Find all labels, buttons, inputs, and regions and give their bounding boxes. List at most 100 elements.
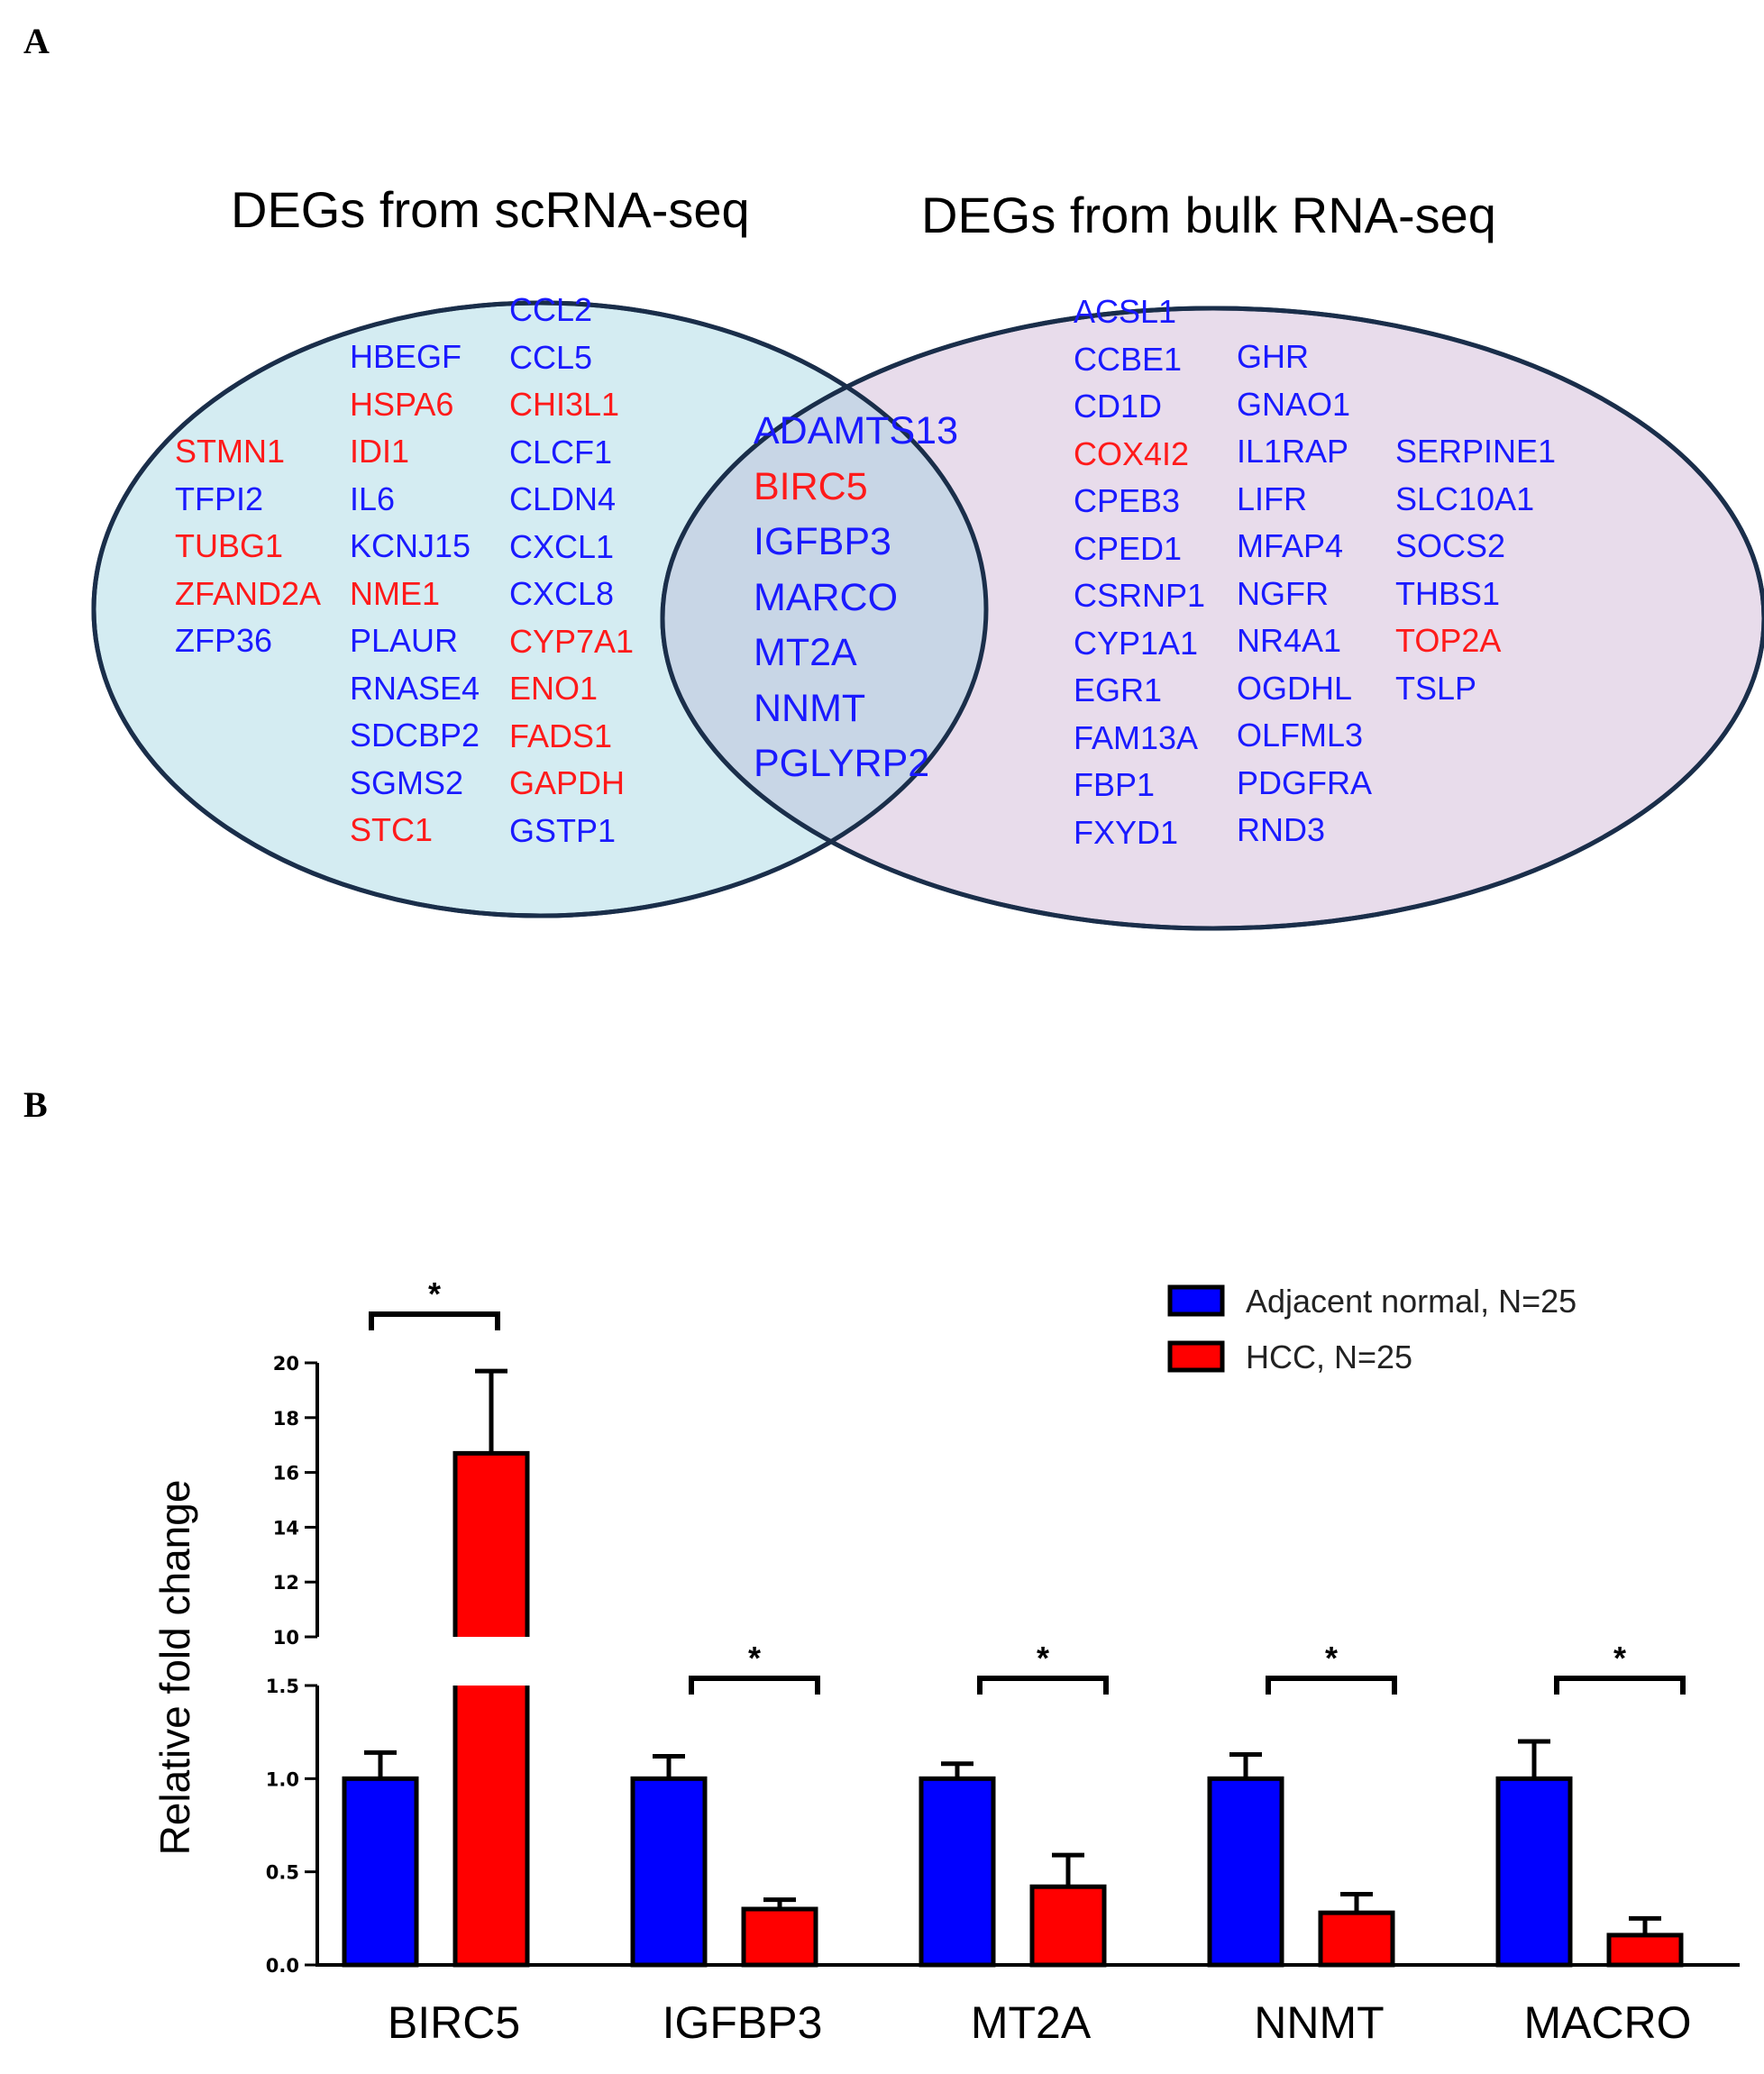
gene-ccl5: CCL5 — [509, 338, 593, 376]
gene-hspa6: HSPA6 — [350, 385, 454, 423]
right-set-title: DEGs from bulk RNA-seq — [921, 187, 1496, 243]
gene-gstp1: GSTP1 — [509, 811, 617, 849]
gene-gapdh: GAPDH — [509, 764, 626, 801]
overlap-gene-column: ADAMTS13 BIRC5 IGFBP3 MARCO MT2A NNMT PGLYRP2 — [754, 404, 958, 792]
gene-tslp: TSLP — [1395, 669, 1477, 707]
significance-star: * — [748, 1640, 761, 1677]
gene-chi3l1: CHI3L1 — [509, 386, 620, 423]
right-set-outline — [660, 306, 1764, 931]
gene-tubg1: TUBG1 — [175, 527, 284, 564]
legend-label-hcc: HCC, N=25 — [1246, 1339, 1412, 1375]
x-tick-label-macro: MACRO — [1523, 1997, 1691, 2048]
significance-bracket — [689, 1676, 820, 1695]
panel-b-letter: B — [23, 1084, 48, 1125]
gene-nme1: NME1 — [350, 574, 441, 612]
gene-adamts13: ADAMTS13 — [754, 409, 959, 452]
bar-igfbp3-hcc — [741, 1906, 818, 1968]
bar-chart: 10 12 14 16 18 20 0.0 0.5 1.0 1.5 Relative fold ch… — [151, 1275, 1740, 2048]
bar-mt2a-normal — [919, 1776, 996, 1968]
significance-bracket — [1266, 1676, 1397, 1695]
significance-star: * — [1613, 1640, 1626, 1677]
significance-star: * — [1037, 1640, 1049, 1677]
bar-nnmt-hcc — [1318, 1910, 1395, 1968]
gene-ogdhl: OGDHL — [1237, 669, 1353, 707]
gene-plaur: PLAUR — [350, 622, 459, 659]
gene-thbs1: THBS1 — [1395, 574, 1501, 612]
gene-rnd3: RND3 — [1237, 811, 1326, 848]
venn-diagram — [91, 300, 1764, 931]
bar-macro-normal — [1495, 1776, 1573, 1968]
gene-cxcl8: CXCL8 — [509, 575, 615, 612]
gene-il1rap: IL1RAP — [1237, 433, 1349, 470]
bar-birc5-hcc-lower — [455, 1686, 527, 1965]
left-set-outline — [91, 300, 989, 918]
gene-lifr: LIFR — [1237, 480, 1308, 517]
x-tick-label-birc5: BIRC5 — [388, 1997, 520, 2048]
gene-sgms2: SGMS2 — [350, 763, 464, 801]
gene-fxyd1: FXYD1 — [1074, 813, 1179, 851]
gene-cyp1a1: CYP1A1 — [1074, 624, 1199, 662]
gene-marco: MARCO — [754, 575, 899, 619]
y-tick-label-lower: 1.5 — [266, 1676, 299, 1697]
x-tick-label-igfbp3: IGFBP3 — [663, 1997, 823, 2048]
gene-acsl1: ACSL1 — [1074, 293, 1177, 330]
gene-ghr: GHR — [1237, 338, 1309, 375]
gene-nr4a1: NR4A1 — [1237, 622, 1342, 659]
legend-swatch-hcc — [1167, 1340, 1225, 1373]
gene-cd1d: CD1D — [1074, 388, 1163, 425]
y-tick-label-lower: 1.0 — [266, 1768, 299, 1790]
gene-il6: IL6 — [350, 480, 396, 517]
y-tick-label-upper: 14 — [273, 1517, 299, 1539]
bar-nnmt-normal — [1207, 1776, 1284, 1968]
gene-birc5: BIRC5 — [754, 464, 868, 508]
y-axis-label: Relative fold change — [151, 1480, 198, 1856]
gene-zfand2a: ZFAND2A — [175, 574, 322, 612]
left-gene-column-1: STMN1 TFPI2 TUBG1 ZFAND2A ZFP36 — [175, 428, 321, 665]
gene-fbp1: FBP1 — [1074, 766, 1156, 803]
right-gene-column-3: SERPINE1 SLC10A1 SOCS2 THBS1 TOP2A TSLP — [1395, 428, 1556, 712]
bar-igfbp3-normal — [630, 1776, 708, 1968]
gene-ccbe1: CCBE1 — [1074, 340, 1183, 378]
legend-label-normal: Adjacent normal, N=25 — [1246, 1283, 1577, 1320]
panel-a-letter: A — [23, 21, 50, 61]
gene-slc10a1: SLC10A1 — [1395, 480, 1535, 517]
significance-star: * — [1325, 1640, 1338, 1677]
gene-gnao1: GNAO1 — [1237, 385, 1351, 423]
gene-cldn4: CLDN4 — [509, 480, 617, 517]
x-tick-label-mt2a: MT2A — [971, 1997, 1092, 2048]
y-tick-label-upper: 16 — [273, 1463, 299, 1485]
gene-sdcbp2: SDCBP2 — [350, 717, 480, 754]
bar-birc5-hcc-upper — [455, 1453, 527, 1637]
gene-cxcl1: CXCL1 — [509, 527, 615, 565]
y-tick-label-lower: 0.0 — [266, 1955, 299, 1977]
y-tick-label-lower: 0.5 — [266, 1862, 299, 1884]
y-tick-label-upper: 10 — [273, 1627, 299, 1649]
gene-stmn1: STMN1 — [175, 433, 286, 470]
bar-macro-hcc — [1606, 1932, 1684, 1968]
bar-birc5-normal — [342, 1776, 419, 1968]
gene-cped1: CPED1 — [1074, 529, 1183, 567]
gene-cpeb3: CPEB3 — [1074, 482, 1181, 519]
gene-cyp7a1: CYP7A1 — [509, 622, 635, 660]
gene-tfpi2: TFPI2 — [175, 480, 264, 517]
x-tick-label-nnmt: NNMT — [1254, 1997, 1384, 2048]
left-gene-column-3: CCL2 CCL5 CHI3L1 CLCF1 CLDN4 CXCL1 CXCL8 CYP7A1… — [509, 287, 634, 854]
gene-ngfr: NGFR — [1237, 574, 1329, 612]
y-tick-label-upper: 20 — [273, 1353, 299, 1375]
gene-stc1: STC1 — [350, 811, 434, 848]
gene-hbegf: HBEGF — [350, 338, 462, 375]
gene-top2a: TOP2A — [1395, 622, 1502, 659]
gene-pdgfra: PDGFRA — [1237, 763, 1373, 801]
gene-csrnp1: CSRNP1 — [1074, 577, 1206, 614]
gene-cox4i2: COX4I2 — [1074, 434, 1190, 472]
significance-bracket — [977, 1676, 1109, 1695]
gene-clcf1: CLCF1 — [509, 433, 613, 471]
gene-igfbp3: IGFBP3 — [754, 520, 891, 563]
gene-olfml3: OLFML3 — [1237, 717, 1364, 754]
panel-a: A DEGs from scRNA-seq DEGs from bulk RNA… — [23, 21, 1764, 931]
gene-serpine1: SERPINE1 — [1395, 433, 1557, 470]
legend-swatch-normal — [1167, 1284, 1225, 1317]
right-gene-column-1: ACSL1 CCBE1 CD1D COX4I2 CPEB3 CPED1 CSRNP1 CYP1… — [1074, 288, 1205, 856]
y-tick-label-upper: 18 — [273, 1408, 299, 1430]
bar-outline-upper — [452, 1450, 530, 1637]
